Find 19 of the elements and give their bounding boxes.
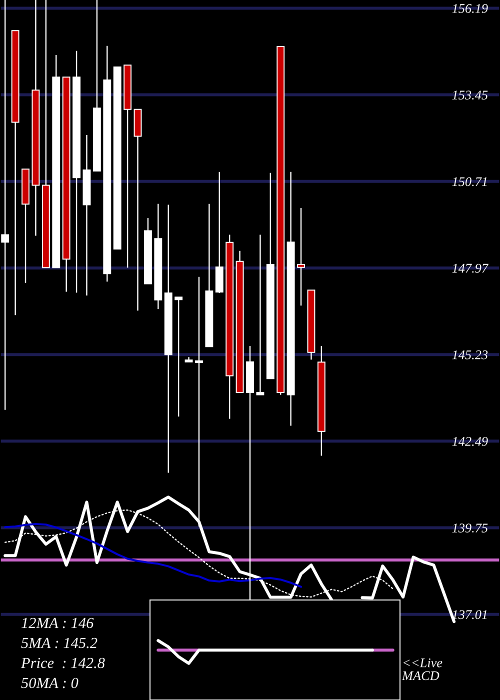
annotation: 12MA : 146 xyxy=(22,618,94,628)
candlestick xyxy=(1,0,10,410)
y-tick-label: 145.23 xyxy=(452,350,488,360)
candlestick xyxy=(297,207,305,306)
line-series xyxy=(4,522,302,588)
y-tick-label: 147.97 xyxy=(452,264,489,273)
y-tick-label: 142.49 xyxy=(452,437,488,446)
y-tick-label: 139.75 xyxy=(452,524,488,533)
y-tick-label: 137.01 xyxy=(452,610,487,620)
y-tick-label: 153.45 xyxy=(452,90,488,100)
annotation: Price : 142.8 xyxy=(20,658,105,668)
candlestick xyxy=(256,234,264,396)
line-series xyxy=(156,639,374,665)
candlestick xyxy=(174,296,183,418)
y-tick-label: 156.19 xyxy=(452,4,488,13)
annotation: <<Live MACD xyxy=(402,658,442,680)
annotation: 5MA : 145.2 xyxy=(21,638,98,648)
annotation: 50MA : 0 xyxy=(21,678,78,688)
y-tick-label: 150.71 xyxy=(452,177,487,186)
